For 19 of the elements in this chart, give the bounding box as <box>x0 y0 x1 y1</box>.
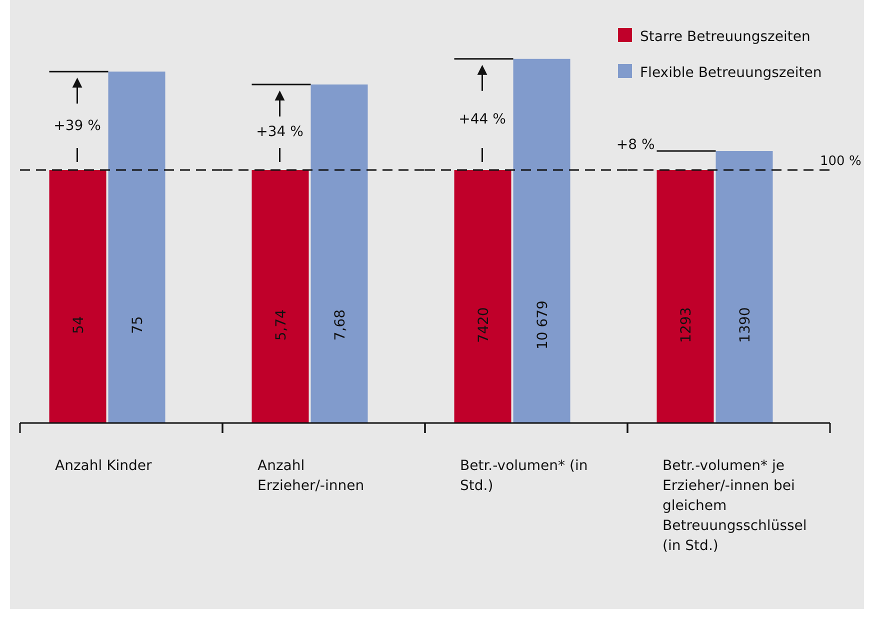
data-label: 75 <box>130 316 146 334</box>
data-label: 10 679 <box>534 300 551 350</box>
data-label: 7420 <box>476 307 492 343</box>
x-axis-title: Anzahl Kinder <box>55 458 152 474</box>
data-label: 1390 <box>737 307 754 343</box>
data-label: 5,74 <box>273 309 290 341</box>
data-label: 1293 <box>678 307 694 343</box>
annotation: 100 % <box>820 154 862 169</box>
annotation: +8 % <box>616 137 655 154</box>
legend-label: Starre Betreuungszeiten <box>640 29 810 45</box>
annotation: +39 % <box>54 118 101 134</box>
annotation: +34 % <box>256 124 304 140</box>
data-label: 54 <box>70 316 87 334</box>
data-label: 7,68 <box>332 309 348 341</box>
x-axis-title: Betr.-volumen* (in Std.) <box>460 458 588 494</box>
legend-label: Flexible Betreuungszeiten <box>640 65 822 81</box>
x-axis-title: Betr.-volumen* je Erzieher/-innen bei gleichem Betreuungsschlüssel (in Std.) <box>662 458 807 554</box>
annotation: +44 % <box>458 111 506 128</box>
x-axis-title: Anzahl Erzieher/-innen <box>258 458 364 494</box>
